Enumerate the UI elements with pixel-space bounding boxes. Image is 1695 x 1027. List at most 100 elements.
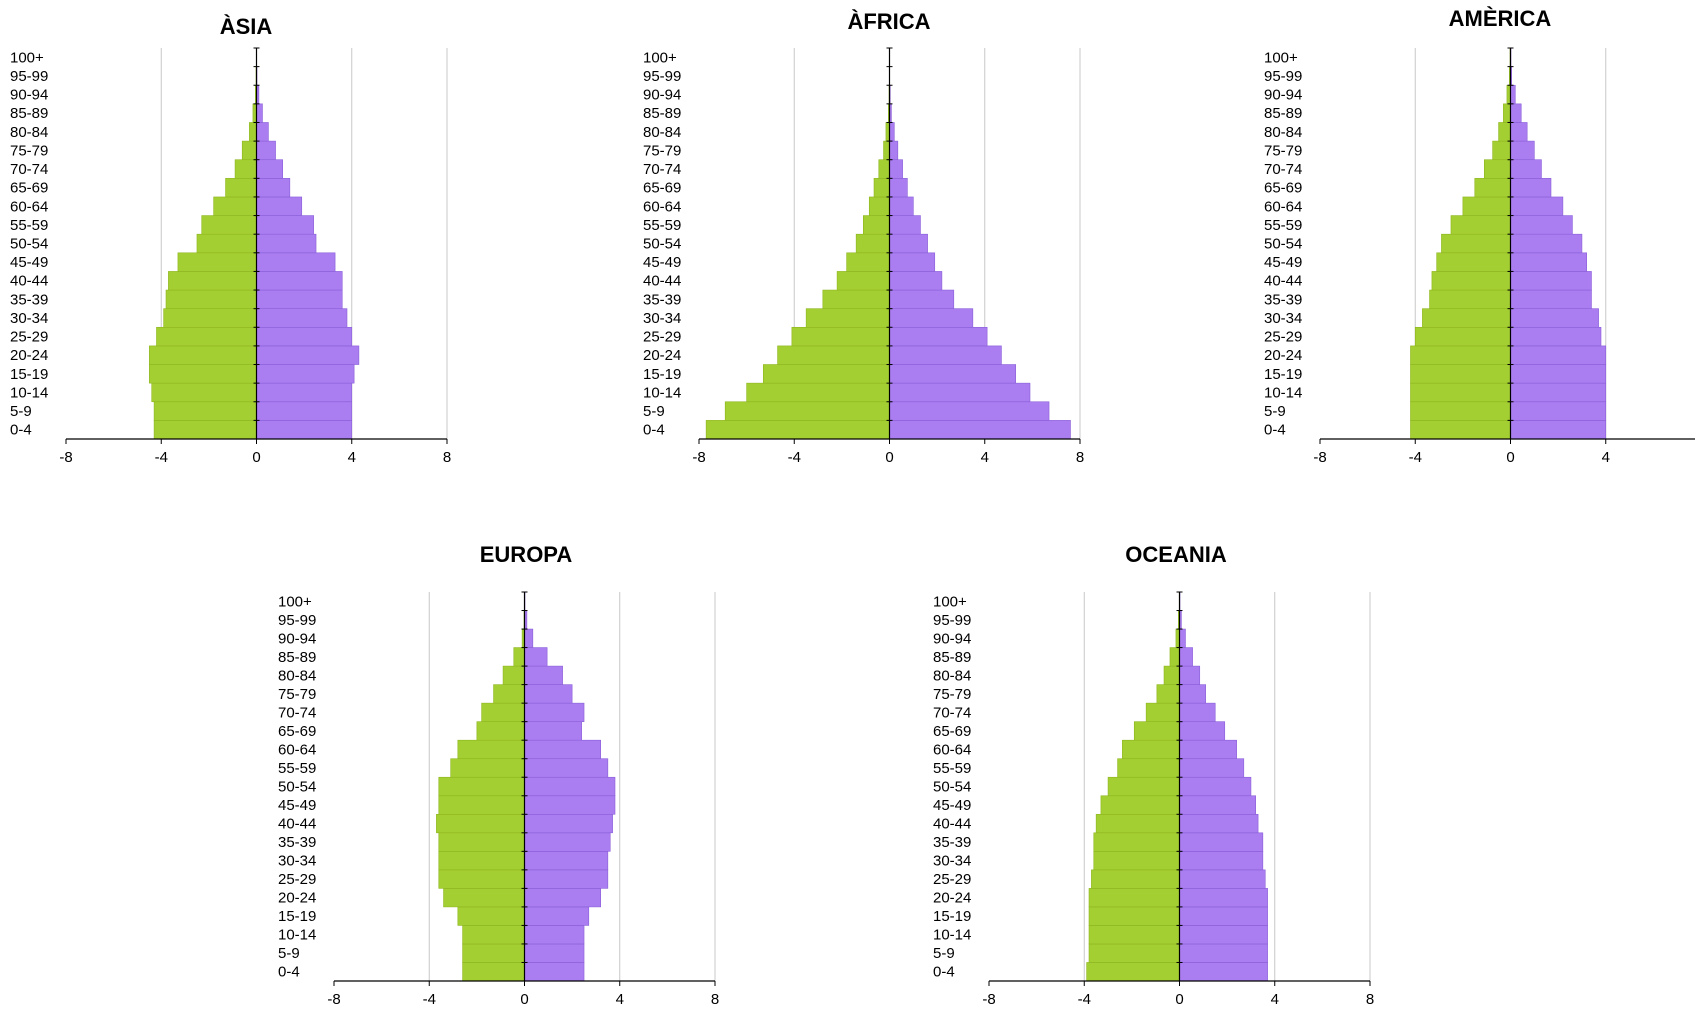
age-group-label: 60-64 [10, 198, 48, 215]
female-bar [889, 308, 974, 328]
age-group-label: 5-9 [10, 403, 32, 420]
female-bar [889, 345, 1002, 365]
female-bar [1179, 925, 1268, 945]
male-bar [168, 271, 257, 291]
age-group-label: 10-14 [278, 927, 316, 944]
male-bar [1410, 401, 1511, 421]
female-bar [256, 140, 276, 161]
female-bar [256, 364, 355, 384]
male-bar [513, 647, 525, 667]
female-bar [256, 326, 353, 347]
age-group-label: 45-49 [1264, 254, 1302, 271]
chart-europa: EUROPA 0-45-910-1415-1920-2425-2930-3435… [278, 542, 719, 1008]
age-group-label: 30-34 [643, 310, 681, 327]
male-bar [443, 888, 525, 908]
age-group-label: 45-49 [643, 254, 681, 271]
male-bar [151, 382, 257, 403]
x-tick-label: 0 [520, 991, 528, 1008]
male-bar [855, 233, 890, 254]
female-bar [524, 628, 534, 648]
male-bar [762, 364, 890, 384]
male-bar [234, 159, 257, 179]
female-bar [256, 159, 283, 179]
age-group-label: 50-54 [933, 779, 971, 796]
female-bar [1179, 813, 1259, 834]
age-group-label: 25-29 [1264, 329, 1302, 346]
age-group-label: 100+ [1264, 49, 1298, 66]
female-bar [889, 178, 908, 198]
male-bar [1414, 326, 1511, 347]
age-group-label: 85-89 [933, 649, 971, 666]
male-bar [1410, 364, 1511, 384]
female-bar [256, 289, 343, 309]
male-bar [1169, 647, 1180, 667]
male-bar [1422, 308, 1511, 328]
male-bar [438, 776, 525, 797]
chart-title: ÀSIA [220, 14, 273, 39]
female-bar [1179, 776, 1252, 797]
male-bar [177, 252, 257, 272]
female-bar [889, 196, 914, 216]
male-bar [196, 233, 257, 254]
female-bar [1179, 943, 1268, 963]
male-bar [462, 943, 525, 963]
age-group-label: 100+ [933, 593, 967, 610]
female-bar [256, 345, 360, 365]
female-bar [524, 906, 590, 926]
age-group-label: 70-74 [643, 161, 681, 178]
x-tick-label: 4 [981, 449, 989, 466]
female-bar [1510, 382, 1607, 403]
male-bar [1088, 925, 1180, 945]
age-group-label: 30-34 [933, 853, 971, 870]
male-bar [1498, 122, 1511, 142]
age-group-label: 25-29 [278, 871, 316, 888]
female-bar [1179, 628, 1186, 648]
x-tick-label: -8 [327, 991, 340, 1008]
age-group-label: 80-84 [10, 124, 48, 141]
female-bar [1510, 252, 1587, 272]
male-bar [724, 401, 890, 421]
male-bar [1145, 702, 1180, 722]
female-bar [1510, 289, 1592, 309]
chart-title: AMÈRICA [1449, 6, 1552, 31]
x-tick-label: 0 [1175, 991, 1183, 1008]
age-group-label: 10-14 [10, 384, 48, 401]
male-bar [476, 721, 525, 741]
male-bar [165, 289, 257, 309]
female-bar [256, 420, 353, 440]
male-bar [163, 308, 257, 328]
male-bar [156, 326, 257, 347]
male-bar [1133, 721, 1180, 741]
chart-title: OCEANIA [1125, 542, 1227, 567]
female-bar [256, 215, 314, 235]
female-bar [1510, 196, 1564, 216]
male-bar [1410, 345, 1511, 365]
age-group-label: 50-54 [278, 779, 316, 796]
male-bar [883, 140, 890, 161]
age-group-label: 40-44 [933, 816, 971, 833]
age-group-label: 100+ [278, 593, 312, 610]
age-group-label: 55-59 [10, 217, 48, 234]
female-bar [524, 962, 585, 982]
female-bar [524, 739, 601, 760]
male-bar [822, 289, 890, 309]
x-tick-label: 0 [885, 449, 893, 466]
age-group-label: 20-24 [933, 890, 971, 907]
age-group-label: 70-74 [278, 704, 316, 721]
female-bar [1510, 178, 1552, 198]
age-group-label: 15-19 [278, 908, 316, 925]
male-bar [1100, 795, 1180, 815]
female-bar [256, 271, 343, 291]
x-tick-label: 8 [1076, 449, 1084, 466]
male-bar [457, 906, 525, 926]
age-group-label: 15-19 [643, 366, 681, 383]
age-group-label: 25-29 [10, 329, 48, 346]
male-bar [1086, 962, 1180, 982]
age-group-label: 25-29 [933, 871, 971, 888]
female-bar [1179, 647, 1193, 667]
female-bar [256, 233, 317, 254]
female-bar [889, 140, 899, 161]
female-bar [889, 382, 1031, 403]
male-bar [1095, 813, 1180, 834]
